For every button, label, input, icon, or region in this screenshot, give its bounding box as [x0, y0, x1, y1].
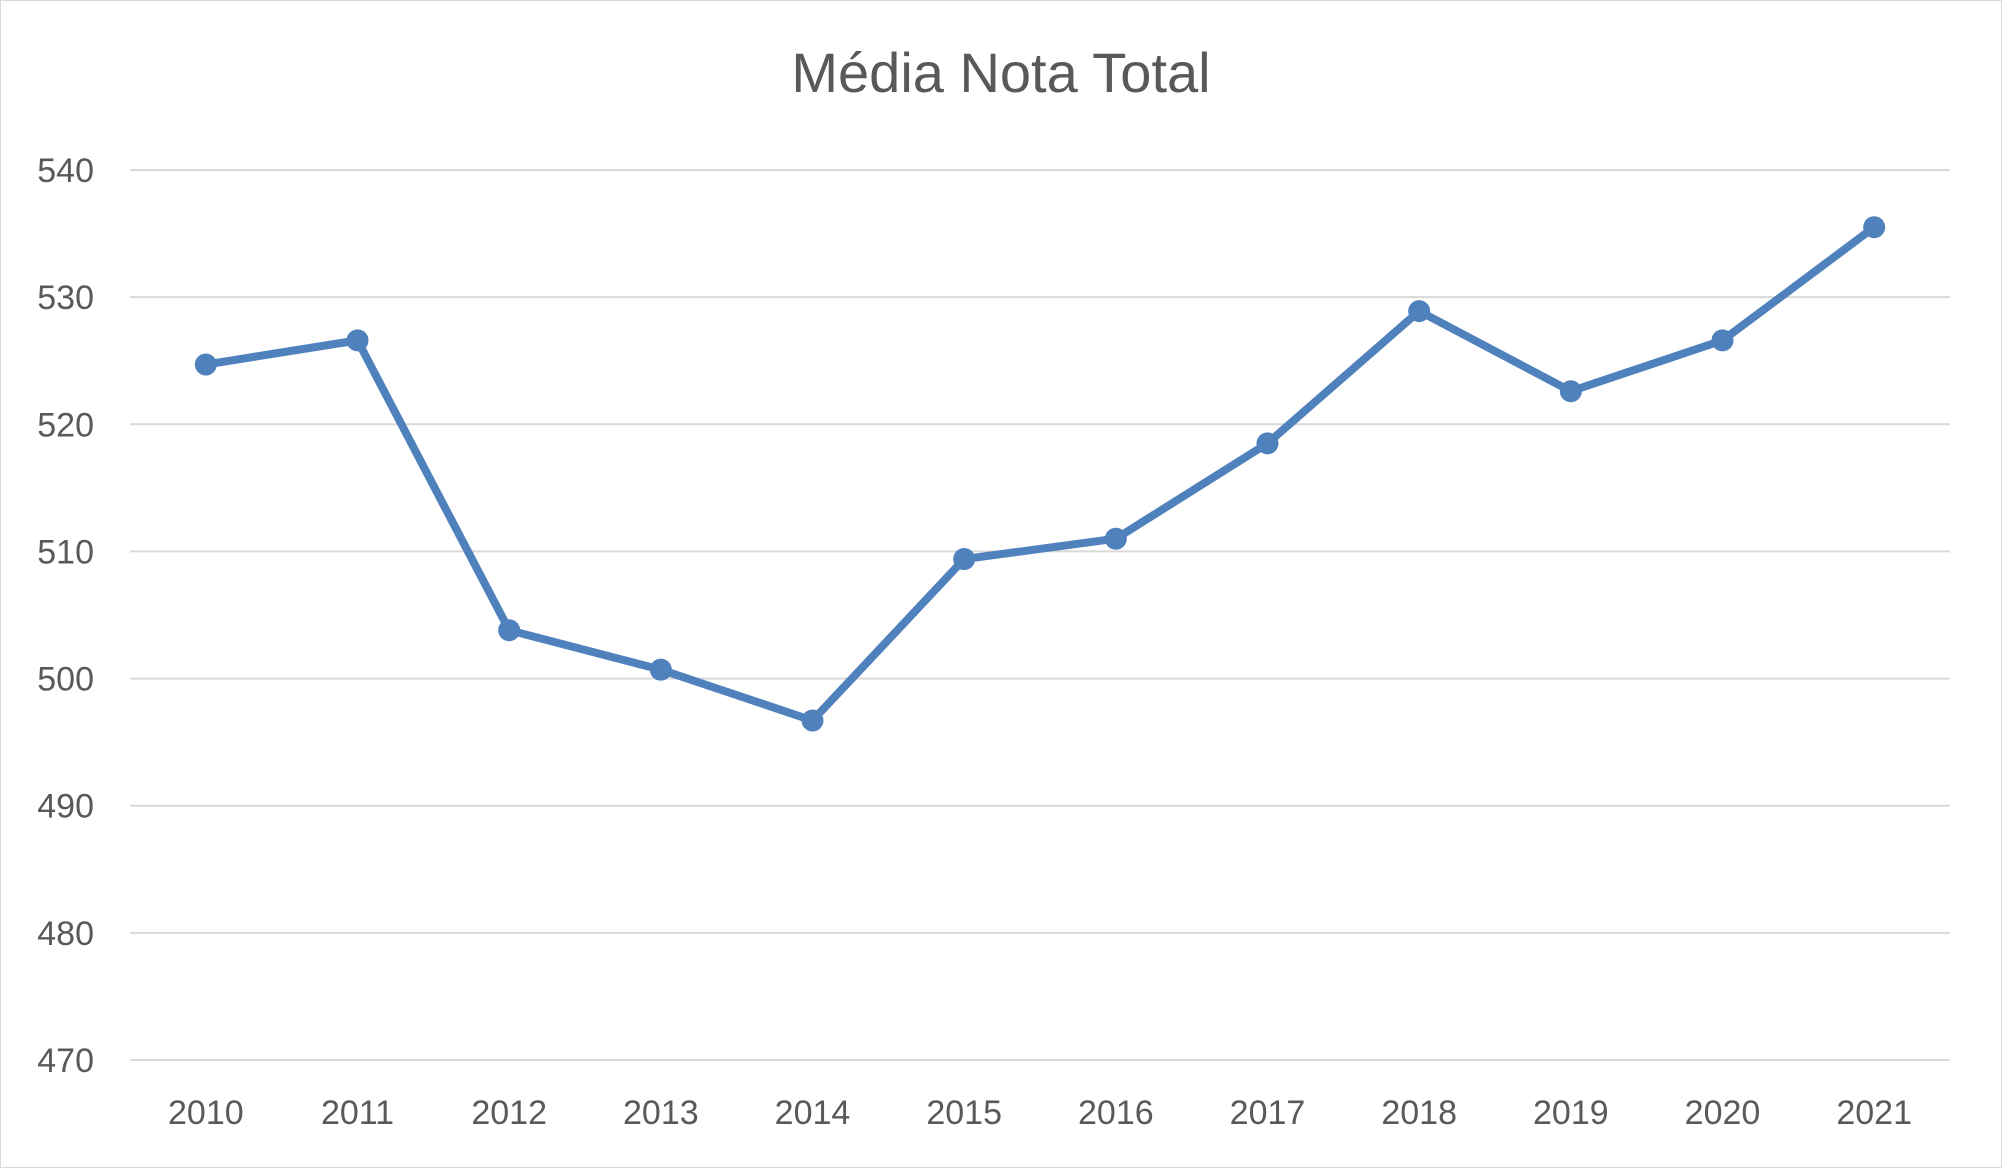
x-tick-label: 2012	[471, 1094, 547, 1132]
series-layer	[194, 216, 1886, 732]
data-point-2016	[1104, 527, 1127, 550]
chart-title: Média Nota Total	[791, 41, 1211, 104]
x-axis-tick-labels: 2010 2011 2012 2013 2014 2015 2016 2017 2018 2019…	[168, 1094, 1912, 1132]
x-tick-label: 2010	[168, 1094, 244, 1132]
data-point-2021	[1863, 216, 1886, 239]
gridlines	[130, 169, 1950, 1061]
x-tick-label: 2014	[775, 1094, 851, 1132]
x-tick-label: 2016	[1078, 1094, 1154, 1132]
y-axis-tick-labels: 470 480 490 500 510 520 530 540	[37, 152, 94, 1080]
y-tick-label: 530	[37, 279, 94, 317]
x-tick-label: 2020	[1685, 1094, 1761, 1132]
data-point-2020	[1711, 329, 1734, 352]
y-tick-label: 470	[37, 1042, 94, 1080]
y-tick-label: 500	[37, 661, 94, 699]
data-point-2012	[498, 619, 521, 642]
data-point-2010	[194, 353, 217, 376]
x-tick-label: 2019	[1533, 1094, 1609, 1132]
series-line	[201, 223, 1879, 725]
y-tick-label: 490	[37, 788, 94, 826]
x-tick-label: 2013	[623, 1094, 699, 1132]
data-point-2013	[649, 658, 672, 681]
y-tick-label: 540	[37, 152, 94, 190]
data-point-2014	[801, 709, 824, 732]
data-point-2017	[1256, 432, 1279, 455]
x-tick-label: 2015	[926, 1094, 1002, 1132]
y-tick-label: 520	[37, 406, 94, 444]
y-tick-label: 510	[37, 533, 94, 571]
y-tick-label: 480	[37, 915, 94, 953]
x-tick-label: 2017	[1230, 1094, 1306, 1132]
x-tick-label: 2011	[321, 1094, 394, 1132]
x-tick-label: 2018	[1381, 1094, 1457, 1132]
data-point-2018	[1408, 300, 1431, 323]
data-point-2019	[1559, 380, 1582, 403]
data-point-2011	[346, 329, 369, 352]
data-point-2015	[953, 548, 976, 571]
x-tick-label: 2021	[1836, 1094, 1912, 1132]
